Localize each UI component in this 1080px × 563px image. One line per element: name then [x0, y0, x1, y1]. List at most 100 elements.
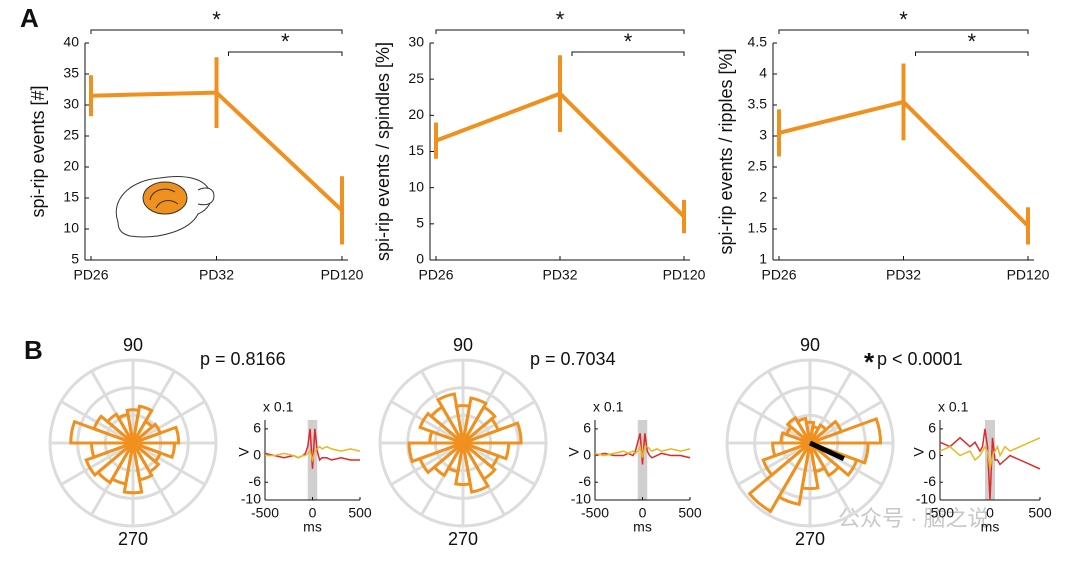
panel-label: A [20, 3, 39, 33]
x-tick-label: PD26 [418, 267, 453, 283]
rose-wedge [131, 404, 154, 444]
panel-label: B [24, 335, 43, 365]
x-axis-label: ms [303, 519, 322, 535]
x-tick-label: 500 [1028, 505, 1052, 521]
rose-wedge [432, 441, 465, 478]
rose-wedge [785, 415, 812, 445]
y-tick-label: 1.5 [748, 220, 768, 236]
x-tick-label: PD26 [73, 267, 108, 283]
rose-wedge [462, 421, 523, 445]
y-tick-label: 0 [253, 446, 261, 462]
scale-label: x 0.1 [263, 399, 294, 415]
significance-label: * [899, 7, 908, 32]
brain-icon [115, 176, 215, 238]
significance-bracket [435, 29, 685, 34]
rose-wedge [407, 441, 464, 464]
y-tick-label: 25 [408, 70, 424, 86]
rose-wedge [461, 442, 490, 494]
polar-spoke [462, 441, 536, 486]
angle-label: 90 [453, 335, 473, 355]
y-tick-label: -10 [571, 491, 591, 507]
rose-wedge [95, 441, 135, 485]
rose-wedge [800, 442, 820, 491]
mean-vector [808, 440, 845, 462]
y-tick-label: 3.5 [748, 96, 768, 112]
y-tick-label: 35 [63, 65, 79, 81]
y-tick-label: 0 [416, 251, 424, 267]
x-tick-label: PD32 [542, 267, 577, 283]
angle-label: 90 [800, 335, 820, 355]
x-tick-label: 0 [309, 505, 317, 521]
y-tick-label: 4.5 [748, 34, 768, 50]
polar-spoke [737, 400, 811, 445]
y-tick-label: 30 [63, 96, 79, 112]
rose-wedge [132, 422, 163, 445]
y-axis-label: spi-rip events [#] [28, 85, 48, 217]
x-axis-label: ms [981, 519, 1000, 535]
y-tick-label: 2 [759, 189, 767, 205]
polar-spoke [462, 400, 536, 445]
y-tick-label: 30 [408, 34, 424, 50]
significance-label: * [967, 29, 976, 54]
trace [594, 433, 691, 465]
angle-label: 270 [448, 529, 478, 549]
y-tick-label: 10 [408, 178, 424, 194]
rose-wedge [809, 416, 883, 445]
y-tick-label: 1 [759, 251, 767, 267]
significance-label: * [624, 29, 633, 54]
rose-wedge [747, 441, 812, 514]
x-tick-label: 500 [348, 505, 372, 521]
y-axis-label: V [566, 447, 582, 457]
significance-label: * [212, 7, 221, 32]
x-tick-label: 0 [639, 505, 647, 521]
rose-wedge [122, 442, 144, 495]
significance-label: * [281, 29, 290, 54]
angle-label: 270 [118, 529, 148, 549]
y-tick-label: 3 [759, 127, 767, 143]
x-tick-label: PD32 [199, 267, 234, 283]
y-axis-label: V [236, 447, 252, 457]
significance-mark: * [864, 347, 875, 377]
rose-wedge [461, 441, 497, 481]
y-tick-label: 4 [759, 65, 767, 81]
significance-label: * [556, 7, 565, 32]
polar-spoke [60, 441, 134, 486]
x-tick-label: -500 [581, 505, 609, 521]
trace [939, 428, 1041, 501]
x-tick-label: PD26 [761, 267, 796, 283]
x-tick-label: 500 [678, 505, 702, 521]
y-tick-label: 2.5 [748, 158, 768, 174]
scale-label: x 0.1 [593, 399, 624, 415]
angle-label: 90 [123, 335, 143, 355]
significance-bracket [90, 29, 343, 34]
y-tick-label: -10 [241, 491, 261, 507]
y-axis-label: spi-rip events / spindles [%] [373, 42, 393, 261]
y-tick-label: 20 [408, 106, 424, 122]
polar-spoke [809, 400, 883, 445]
y-tick-label: 6 [253, 420, 261, 436]
rose-wedge [84, 441, 134, 478]
trace [265, 445, 361, 463]
x-tick-label: PD120 [321, 267, 364, 283]
x-tick-label: -500 [926, 505, 954, 521]
y-tick-label: 25 [63, 127, 79, 143]
p-value: p = 0.8166 [200, 349, 286, 369]
rose-wedge [462, 441, 511, 461]
polar-spoke [132, 400, 206, 445]
y-tick-label: 0 [583, 446, 591, 462]
rose-wedge [808, 422, 829, 445]
y-tick-label: 0 [928, 446, 936, 462]
polar-spoke [737, 441, 811, 486]
angle-label: 270 [795, 529, 825, 549]
y-tick-label: 5 [416, 215, 424, 231]
x-tick-label: 0 [986, 505, 994, 521]
y-tick-label: 10 [63, 220, 79, 236]
y-tick-label: 5 [71, 251, 79, 267]
polar-spoke [390, 441, 464, 486]
rose-wedge [776, 442, 812, 507]
trace [939, 437, 1041, 470]
significance-bracket [915, 51, 1029, 56]
rose-wedge [131, 442, 154, 482]
y-tick-label: 40 [63, 34, 79, 50]
